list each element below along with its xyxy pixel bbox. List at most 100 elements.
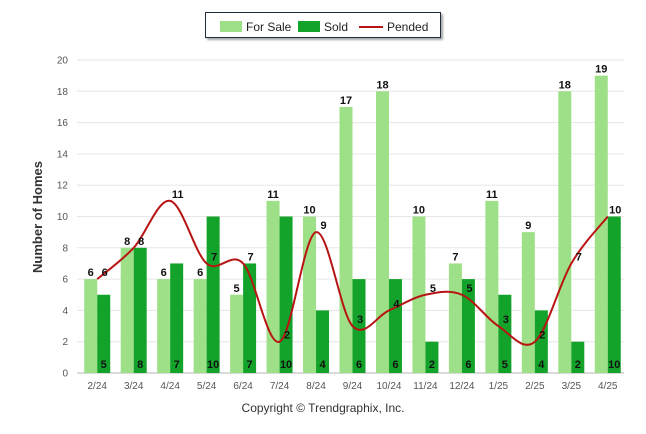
y-tick-label: 18 [57,87,69,98]
pended-value-label: 2 [539,330,545,342]
data-labels: 6568886711610757711102104917631864102576… [88,64,622,371]
x-tick-label: 4/24 [160,381,180,392]
sold-value-label: 5 [502,359,508,371]
y-tick-label: 12 [57,181,69,192]
for-sale-bar [521,232,535,373]
copyright-text: Copyright © Trendgraphix, Inc. [241,401,405,415]
for-sale-bar [448,263,462,373]
y-tick-label: 14 [57,149,69,160]
for-sale-value-label: 8 [124,236,130,248]
for-sale-bar [375,91,389,374]
legend-label-for-sale: For Sale [246,19,292,34]
for-sale-value-label: 7 [452,251,458,263]
x-tick-label: 5/24 [197,381,217,392]
sold-value-label: 4 [538,359,545,371]
bar-series [84,75,621,374]
x-tick-label: 1/25 [489,381,509,392]
y-tick-label: 2 [62,337,68,348]
x-tick-label: 3/24 [124,381,144,392]
x-tick-label: 9/24 [343,381,363,392]
for-sale-value-label: 17 [340,95,352,107]
pended-value-label: 3 [503,314,509,326]
pended-value-label: 2 [284,330,290,342]
y-tick-label: 20 [57,56,69,67]
sold-value-label: 2 [575,359,581,371]
x-axis-ticks: 2/24 3/24 4/24 5/24 6/24 7/24 8/24 9/24 10/24 11/… [87,381,617,392]
pended-value-label: 11 [172,189,184,201]
sold-value-label: 6 [356,359,362,371]
sold-bar [607,216,621,373]
pended-value-label: 3 [357,314,363,326]
sold-bar [170,263,184,373]
sold-value-label: 10 [608,359,620,371]
for-sale-value-label: 18 [376,79,388,91]
pended-value-label: 7 [576,251,582,263]
sold-bar [206,216,220,373]
sold-value-label: 6 [465,359,471,371]
pended-value-label: 7 [248,251,254,263]
pended-value-label: 10 [609,205,621,217]
sold-value-label: 6 [392,359,398,371]
sold-bar [133,247,147,373]
for-sale-value-label: 10 [413,205,425,217]
legend-label-sold: Sold [324,19,349,34]
for-sale-bar [412,216,426,373]
y-axis-title: Number of Homes [30,161,45,273]
legend-item-for-sale[interactable]: For Sale [220,19,292,34]
for-sale-bar [558,91,572,374]
legend-item-pended[interactable]: Pended [359,19,428,34]
for-sale-bar [266,200,280,373]
sold-value-label: 4 [319,359,326,371]
sold-value-label: 5 [101,359,107,371]
sold-bar [243,263,257,373]
sold-value-label: 10 [207,359,219,371]
for-sale-value-label: 6 [88,267,94,279]
for-sale-value-label: 11 [267,189,279,201]
for-sale-bar [193,279,207,373]
pended-swatch [359,25,383,28]
for-sale-bar [84,279,98,373]
sold-value-label: 7 [247,359,253,371]
sold-bar [279,216,293,373]
for-sale-value-label: 6 [197,267,203,279]
y-tick-label: 0 [62,369,68,380]
for-sale-value-label: 18 [559,79,571,91]
for-sale-value-label: 6 [161,267,167,279]
x-tick-label: 7/24 [270,381,290,392]
sold-bar [571,341,585,373]
x-tick-label: 3/25 [562,381,582,392]
pended-line-series [96,199,609,346]
sold-bar [425,341,439,373]
sold-value-label: 2 [429,359,435,371]
for-sale-swatch [220,21,242,33]
pended-value-label: 5 [430,283,436,295]
x-tick-label: 4/25 [598,381,618,392]
for-sale-bar [230,294,244,373]
pended-value-label: 7 [211,251,217,263]
pended-line [96,199,609,346]
x-tick-label: 6/24 [233,381,253,392]
pended-value-label: 6 [102,267,108,279]
x-tick-label: 2/24 [87,381,107,392]
for-sale-bar [303,216,317,373]
pended-value-label: 5 [466,283,472,295]
sold-value-label: 7 [174,359,180,371]
legend: For Sale Sold Pended [205,12,441,38]
for-sale-value-label: 10 [303,205,315,217]
sold-bar [498,294,512,373]
for-sale-bar [339,106,353,373]
y-tick-label: 4 [62,306,68,317]
for-sale-value-label: 11 [486,189,498,201]
sold-bar [388,279,402,373]
for-sale-value-label: 5 [234,283,240,295]
sold-bar [352,279,366,373]
x-tick-label: 12/24 [449,381,474,392]
legend-item-sold[interactable]: Sold [298,19,349,34]
for-sale-bar [157,279,171,373]
for-sale-value-label: 9 [525,220,531,232]
pended-value-label: 9 [320,220,326,232]
x-tick-label: 10/24 [376,381,401,392]
sold-value-label: 8 [137,359,143,371]
x-tick-label: 8/24 [306,381,326,392]
